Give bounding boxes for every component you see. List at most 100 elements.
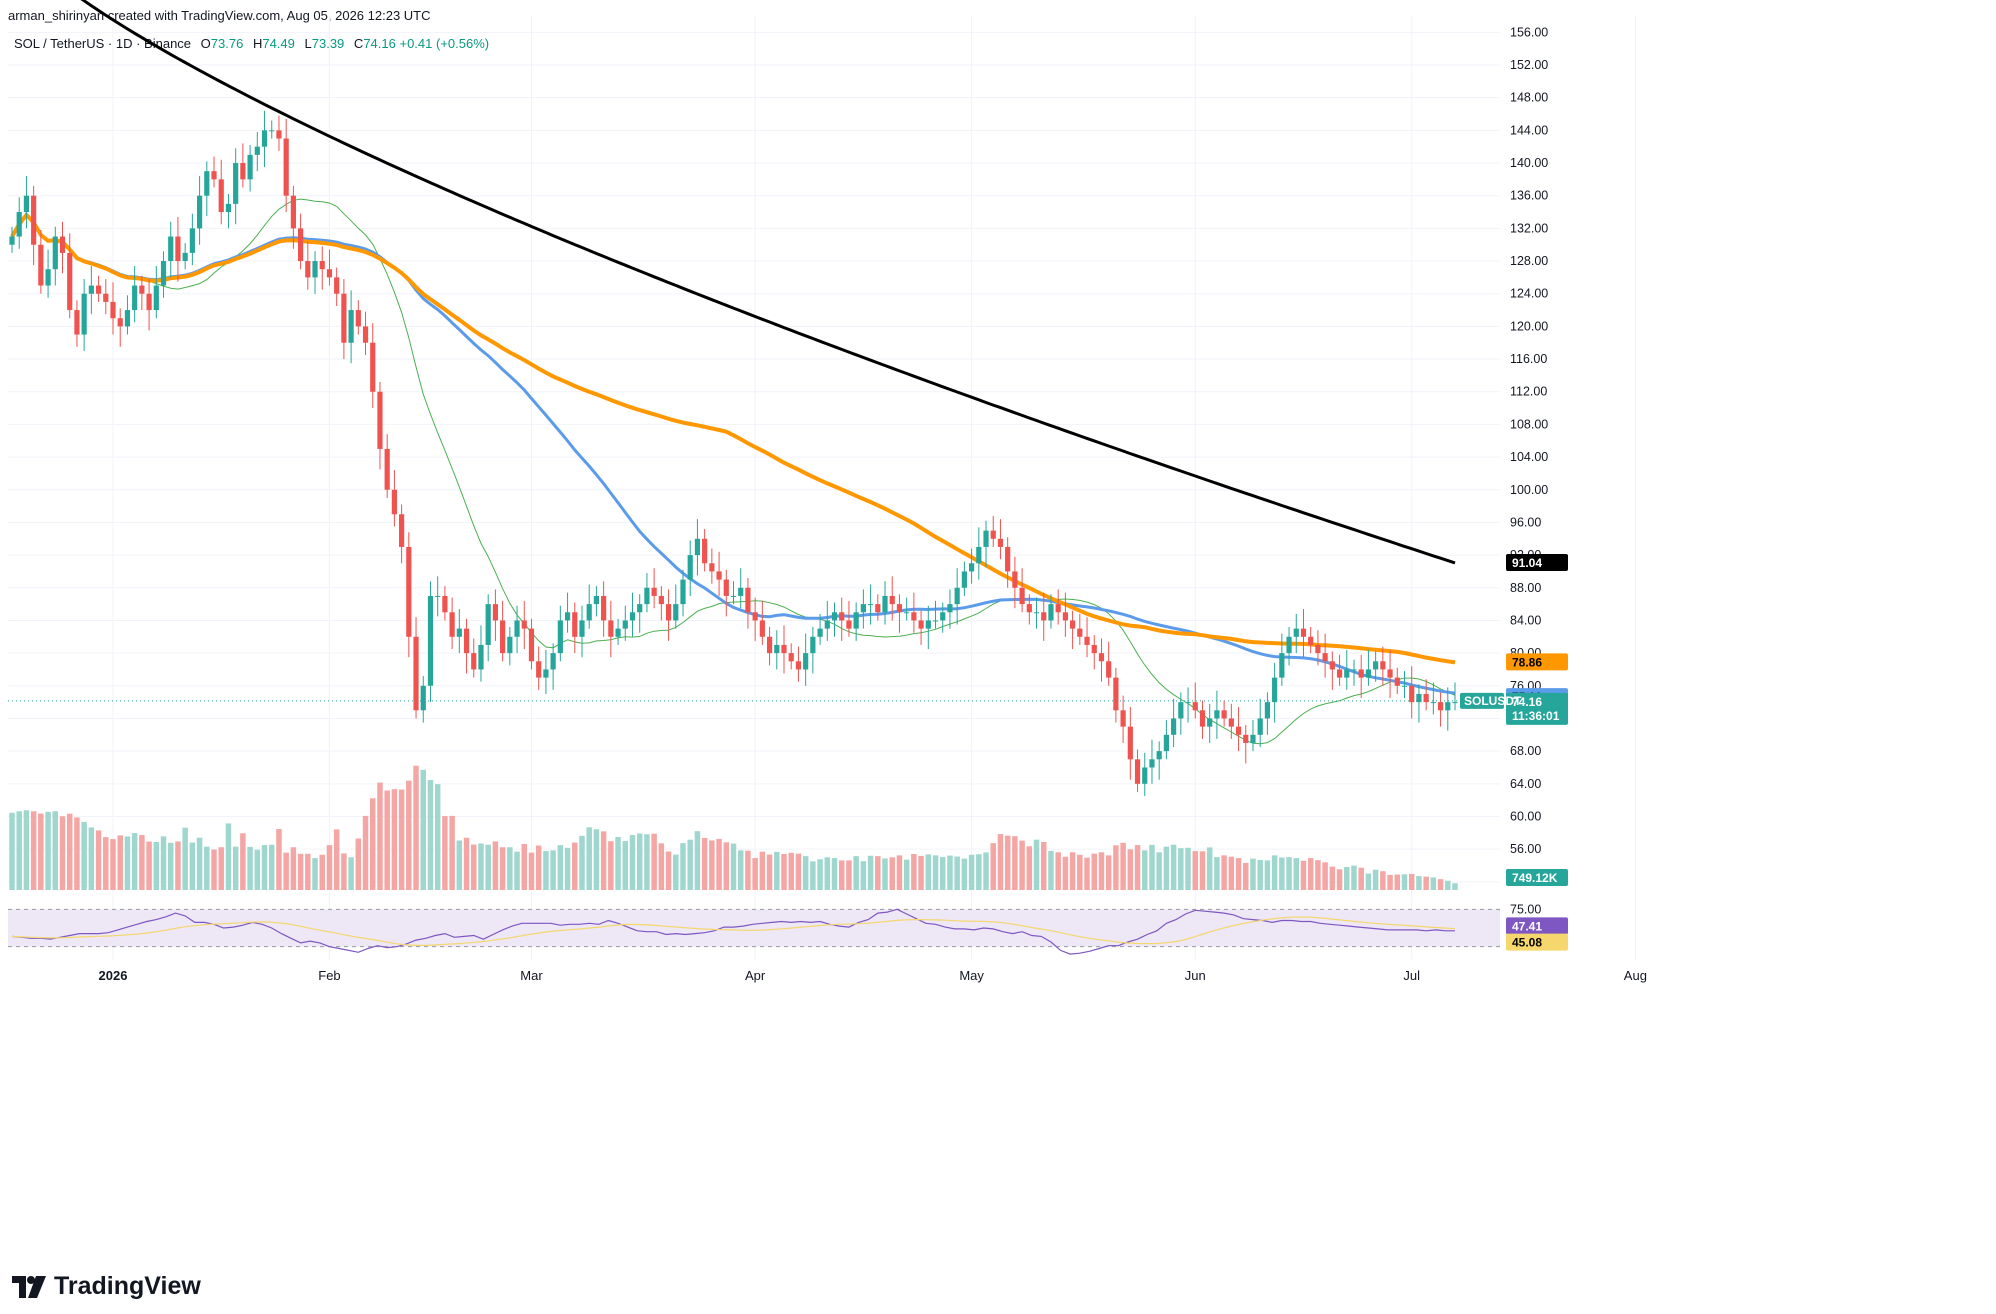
volume-bar xyxy=(983,852,989,890)
x-tick-label: Mar xyxy=(520,968,543,983)
candle-body xyxy=(247,154,253,180)
volume-bar xyxy=(391,789,398,890)
candle-body xyxy=(774,644,780,654)
candle-body xyxy=(586,604,592,621)
candle-body xyxy=(615,628,621,637)
volume-bar xyxy=(117,835,123,890)
candle-body xyxy=(1185,702,1191,704)
volume-bar xyxy=(521,843,528,890)
candle-body xyxy=(211,171,217,180)
y-tick-label: 128.00 xyxy=(1510,254,1548,268)
volume-bar xyxy=(1156,852,1162,890)
volume-bar xyxy=(297,853,304,890)
volume-bar xyxy=(1293,858,1300,890)
candle-body xyxy=(81,293,87,335)
volume-bar xyxy=(355,838,362,890)
candle-body xyxy=(240,163,246,180)
candle-body xyxy=(1329,661,1335,670)
volume-bar xyxy=(1307,858,1314,890)
volume-bar xyxy=(824,857,831,890)
candle-body xyxy=(283,138,289,196)
volume-bar xyxy=(1026,846,1033,890)
candle-body xyxy=(153,285,159,311)
candle-body xyxy=(593,595,600,605)
candle-body xyxy=(1336,669,1343,678)
candle-body xyxy=(665,604,672,621)
volume-bar xyxy=(694,831,701,890)
rsi-pane xyxy=(8,908,1500,955)
candle-body xyxy=(413,636,419,711)
candle-body xyxy=(1423,693,1429,703)
volume-bar xyxy=(795,853,802,890)
volume-bar xyxy=(564,847,571,890)
volume-tag-bg xyxy=(1506,869,1568,886)
candle-body xyxy=(442,595,448,613)
volume-bar xyxy=(911,854,917,890)
volume-bar xyxy=(1408,873,1415,890)
candle-body xyxy=(579,620,585,637)
volume-bar xyxy=(268,844,275,890)
candle-body xyxy=(658,595,664,605)
tradingview-logo[interactable]: TradingView xyxy=(12,1272,201,1301)
candle-body xyxy=(738,587,744,596)
volume-bar xyxy=(507,847,513,890)
candle-body xyxy=(319,261,325,270)
y-tick-label: 120.00 xyxy=(1510,319,1548,333)
volume-bar xyxy=(81,821,87,890)
volume-bar xyxy=(333,829,340,890)
candle-body xyxy=(1380,661,1386,670)
candle-body xyxy=(1221,710,1227,719)
volume-bar xyxy=(232,846,239,890)
volume-bar xyxy=(478,843,484,890)
candle-body xyxy=(312,261,318,278)
volume-bar xyxy=(1423,876,1429,890)
candle-body xyxy=(139,285,145,294)
candle-body xyxy=(1437,702,1444,711)
candle-body xyxy=(1401,685,1408,687)
volume-bar xyxy=(846,860,852,890)
volume-bar xyxy=(615,836,621,890)
volume-bar xyxy=(377,782,383,890)
volume-bar xyxy=(1033,839,1040,890)
candle-body xyxy=(95,285,102,294)
volume-bar xyxy=(1228,856,1235,890)
candle-body xyxy=(925,620,931,629)
candle-body xyxy=(860,604,866,613)
volume-bar xyxy=(514,851,520,890)
candle-body xyxy=(1257,718,1263,735)
volume-bar xyxy=(802,856,809,890)
candle-body xyxy=(1351,669,1357,671)
volume-bar xyxy=(1430,877,1437,890)
y-tick-label: 116.00 xyxy=(1510,352,1547,366)
candle-body xyxy=(276,130,282,139)
volume-bar xyxy=(745,850,751,890)
ma100-tag-bg xyxy=(1506,653,1568,671)
candle-body xyxy=(463,628,470,654)
candle-body xyxy=(384,448,390,490)
volume-bar xyxy=(600,831,607,890)
candle-body xyxy=(160,261,167,286)
y-tick-label: 152.00 xyxy=(1510,58,1548,72)
volume-bar xyxy=(153,842,160,890)
candle-body xyxy=(1358,669,1364,678)
candle-body xyxy=(968,563,975,572)
volume-bar xyxy=(485,844,491,890)
candle-body xyxy=(867,604,874,606)
candle-body xyxy=(651,587,657,596)
volume-bar xyxy=(413,765,419,890)
candle-body xyxy=(261,130,268,147)
y-tick-label: 88.00 xyxy=(1510,581,1541,595)
y-tick-label: 132.00 xyxy=(1510,221,1548,235)
volume-bar xyxy=(1351,865,1357,890)
volume-bar xyxy=(947,855,953,890)
candle-body xyxy=(1149,759,1155,768)
candle-body xyxy=(16,212,22,237)
volume-bar xyxy=(218,847,224,890)
candle-body xyxy=(803,653,809,670)
volume-bar xyxy=(1329,866,1336,890)
volume-bar xyxy=(211,849,217,890)
volume-bar xyxy=(1091,853,1097,890)
volume-bar xyxy=(651,833,657,890)
volume-bar xyxy=(463,837,470,890)
